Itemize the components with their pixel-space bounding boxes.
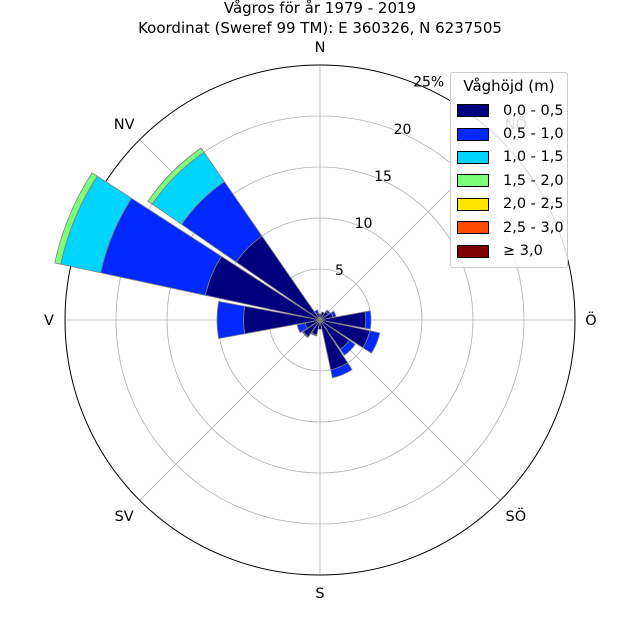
- bar-NV-series-3: [147, 147, 205, 205]
- legend-item: 1,5 - 2,0: [451, 169, 567, 192]
- direction-label-N: N: [315, 40, 326, 56]
- bar-SSÖ-series-1: [330, 362, 353, 379]
- legend-label: 2,5 - 3,0: [503, 219, 564, 236]
- legend-label: 1,5 - 2,0: [503, 172, 564, 189]
- direction-label-V: V: [44, 313, 54, 329]
- legend-swatch: [457, 174, 489, 188]
- polar-grid: [64, 64, 576, 576]
- legend-item: 0,0 - 0,5: [451, 99, 567, 122]
- direction-label-NV: NV: [114, 117, 135, 133]
- legend-title: Våghöjd (m): [463, 77, 555, 95]
- grid-spoke: [139, 319, 321, 501]
- direction-label-S: S: [315, 586, 324, 602]
- direction-label-SV: SV: [115, 509, 134, 525]
- legend-swatch: [457, 104, 489, 118]
- bar-NNV-series-1: [313, 309, 319, 315]
- direction-label-Ö: Ö: [585, 311, 596, 329]
- legend-label: ≥ 3,0: [503, 243, 543, 260]
- legend: Våghöjd (m) 0,0 - 0,5 0,5 - 1,0 1,0 - 1,5 1…: [450, 72, 568, 268]
- bar-Ö-series-1: [364, 310, 372, 330]
- legend-items: 0,0 - 0,5 0,5 - 1,0 1,0 - 1,5 1,5 - 2,0 2,0 …: [451, 99, 567, 263]
- chart-subtitle: Koordinat (Sweref 99 TM): E 360326, N 62…: [138, 19, 502, 37]
- radial-tick-label: 15: [374, 169, 392, 185]
- legend-item: 2,0 - 2,5: [451, 193, 567, 216]
- legend-item: 2,5 - 3,0: [451, 216, 567, 239]
- legend-swatch: [457, 221, 489, 235]
- bar-SÖ-series-1: [339, 339, 356, 356]
- radial-tick-label: 20: [394, 122, 412, 138]
- bar-V-series-1: [216, 301, 246, 339]
- legend-item: 0,5 - 1,0: [451, 122, 567, 145]
- outer-ring: [64, 64, 576, 576]
- direction-label-SÖ: SÖ: [506, 507, 527, 525]
- legend-swatch: [457, 150, 489, 164]
- bar-VNV-series-3: [54, 172, 98, 265]
- legend-item: 1,0 - 1,5: [451, 146, 567, 169]
- legend-label: 0,0 - 0,5: [503, 102, 564, 119]
- legend-item: ≥ 3,0: [451, 239, 567, 262]
- legend-label: 0,5 - 1,0: [503, 126, 564, 143]
- bar-ÖSÖ-series-1: [362, 330, 381, 354]
- legend-label: 1,0 - 1,5: [503, 149, 564, 166]
- axis-labels: NNÖÖSÖSSVVNV510152025%: [44, 40, 597, 602]
- bar-SV-series-1: [301, 331, 309, 339]
- legend-swatch: [457, 197, 489, 211]
- chart-title: Vågros för år 1979 - 2019: [223, 0, 417, 17]
- legend-swatch: [457, 244, 489, 258]
- bar-VSV-series-1: [296, 322, 308, 334]
- bar-SSV-series-1: [310, 332, 318, 337]
- radial-tick-label: 5: [335, 263, 344, 279]
- radial-tick-label: 10: [355, 216, 373, 232]
- rose-bars: [54, 147, 381, 379]
- bar-ÖNÖ-series-1: [330, 310, 337, 318]
- legend-swatch: [457, 127, 489, 141]
- radial-tick-label: 25%: [413, 75, 444, 91]
- legend-label: 2,0 - 2,5: [503, 196, 564, 213]
